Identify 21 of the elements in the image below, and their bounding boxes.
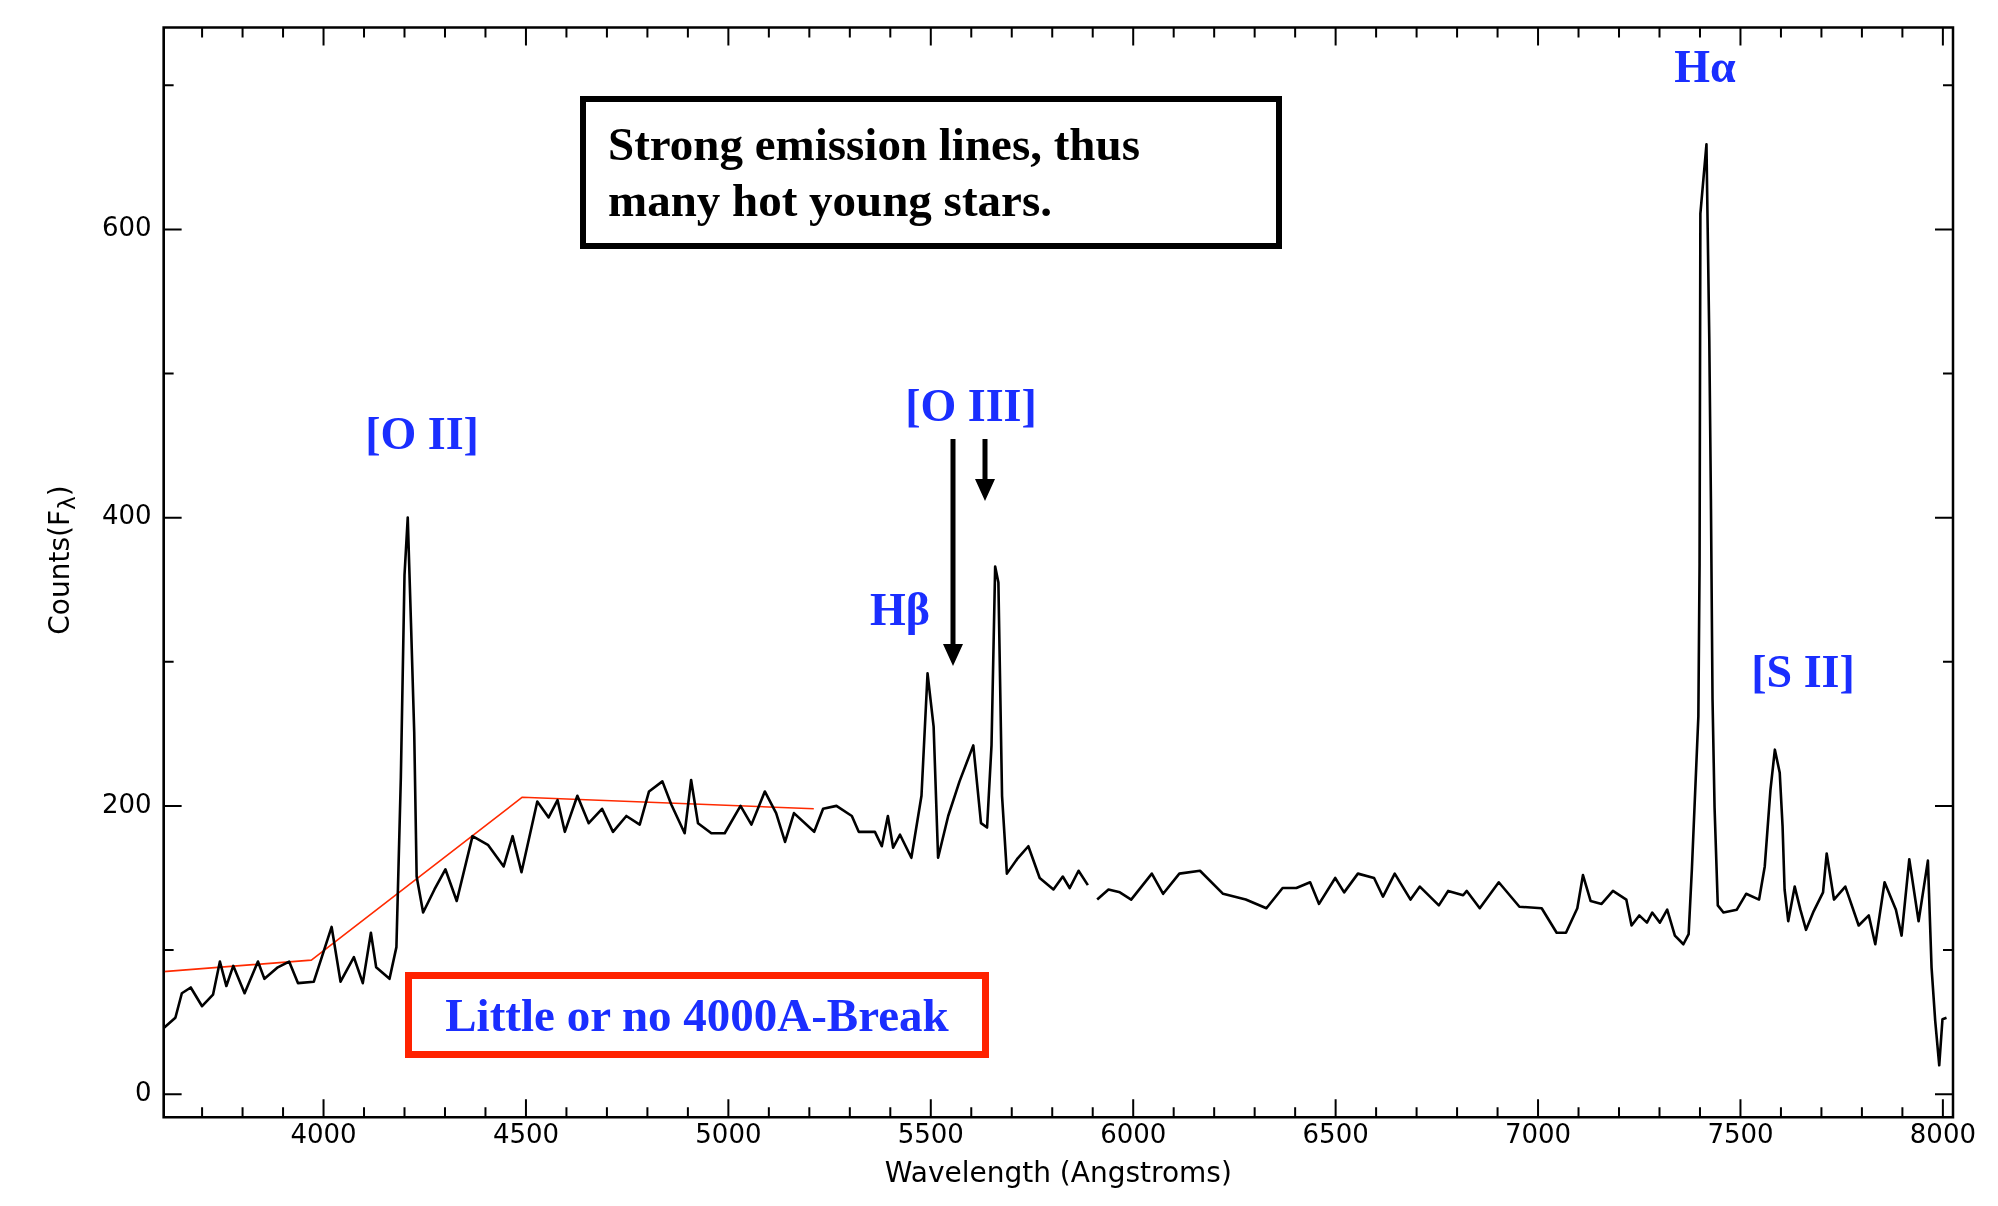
- x-tick-label: 5000: [695, 1118, 762, 1149]
- x-axis-title: Wavelength (Angstroms): [884, 1156, 1232, 1190]
- annotation: [O II]: [365, 406, 479, 460]
- annotation: Strong emission lines, thus many hot young stars.: [580, 96, 1282, 249]
- annotation: [O III]: [905, 378, 1037, 432]
- x-tick-label: 4500: [492, 1118, 560, 1149]
- x-tick-label: 6000: [1100, 1118, 1167, 1149]
- x-tick-label: 8000: [1909, 1118, 1976, 1149]
- annotation: Hβ: [869, 582, 931, 636]
- y-tick-label: 0: [135, 1076, 152, 1107]
- y-tick-label: 400: [101, 500, 152, 531]
- annotation: Little or no 4000A-Break: [405, 972, 989, 1059]
- annotation: Hα: [1674, 39, 1736, 93]
- x-tick-label: 6500: [1302, 1118, 1369, 1149]
- x-tick-label: 5500: [897, 1118, 964, 1149]
- y-tick-label: 200: [101, 788, 152, 819]
- x-tick-label: 4000: [290, 1118, 357, 1149]
- annotation: [S II]: [1751, 644, 1855, 698]
- y-tick-label: 600: [101, 212, 152, 243]
- x-tick-label: 7500: [1707, 1118, 1774, 1149]
- x-tick-label: 7000: [1504, 1118, 1572, 1149]
